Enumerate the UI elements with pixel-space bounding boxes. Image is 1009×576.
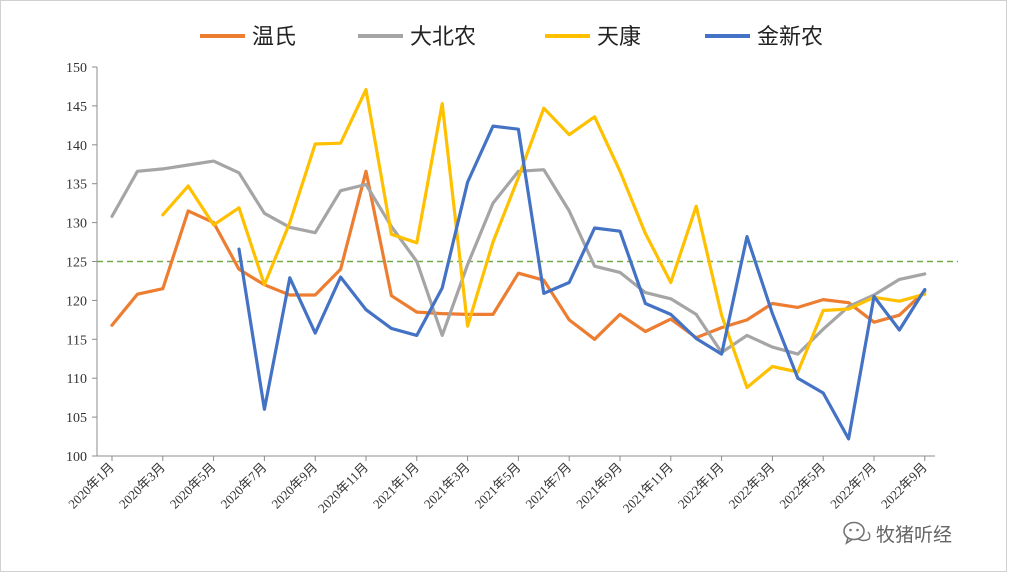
x-tick-label: 2022年5月 xyxy=(776,460,828,512)
legend: 温氏 大北农 天康 金新农 xyxy=(200,25,823,50)
x-tick-label: 2021年1月 xyxy=(370,460,422,512)
axes xyxy=(92,66,935,461)
series-line-4 xyxy=(237,124,927,441)
y-tick-label: 100 xyxy=(66,450,87,465)
x-tick-labels: 2020年1月2020年3月2020年5月2020年7月2020年9月2020年… xyxy=(65,460,930,516)
series-line-3 xyxy=(161,88,927,390)
x-tick-label: 2022年1月 xyxy=(675,460,727,512)
y-tick-label: 110 xyxy=(67,372,87,387)
y-tick-label: 105 xyxy=(66,411,87,426)
x-tick-label: 2021年3月 xyxy=(421,460,473,512)
x-tick-label: 2020年1月 xyxy=(65,460,117,512)
series-lines xyxy=(110,88,927,441)
x-tick-label: 2020年11月 xyxy=(315,460,371,516)
x-tick-label: 2021年7月 xyxy=(522,460,574,512)
x-tick-label: 2022年7月 xyxy=(827,460,879,512)
x-tick-label: 2021年5月 xyxy=(472,460,524,512)
series-line-2 xyxy=(110,159,927,356)
x-tick-label: 2020年9月 xyxy=(268,460,320,512)
y-tick-label: 140 xyxy=(66,139,87,154)
x-tick-label: 2020年3月 xyxy=(116,460,168,512)
legend-label: 大北农 xyxy=(410,25,476,50)
y-tick-label: 135 xyxy=(66,178,87,193)
legend-label: 金新农 xyxy=(757,25,823,50)
x-tick-label: 2021年9月 xyxy=(573,460,625,512)
y-tick-label: 145 xyxy=(66,100,87,115)
watermark-text: 牧猪听经 xyxy=(876,523,953,546)
x-tick-label: 2020年7月 xyxy=(218,460,270,512)
x-tick-label: 2021年11月 xyxy=(620,460,676,516)
x-tick-label: 2022年9月 xyxy=(878,460,930,512)
y-tick-label: 115 xyxy=(67,333,87,348)
wechat-chat-icon xyxy=(843,521,871,545)
y-tick-label: 130 xyxy=(66,217,87,232)
y-tick-label: 120 xyxy=(66,294,87,309)
watermark: 牧猪听经 xyxy=(842,518,952,548)
series-line-1 xyxy=(110,169,927,341)
y-tick-label: 150 xyxy=(66,61,87,76)
legend-label: 天康 xyxy=(597,25,641,50)
legend-label: 温氏 xyxy=(252,25,296,50)
x-tick-label: 2020年5月 xyxy=(167,460,219,512)
y-tick-labels: 100 105 110 115 120 125 130 135 140 145 150 xyxy=(66,61,87,465)
y-tick-label: 125 xyxy=(66,256,87,271)
x-tick-label: 2022年3月 xyxy=(726,460,778,512)
